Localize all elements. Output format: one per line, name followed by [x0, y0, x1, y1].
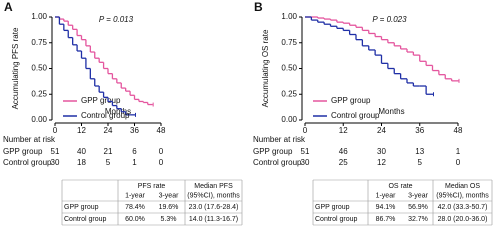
table-cell: 86.7%	[376, 216, 396, 223]
table-row-label: GPP group	[315, 204, 350, 211]
annotation: P = 0.023	[372, 15, 407, 24]
table-row-label: GPP group	[64, 204, 99, 211]
table-group-header: OS rate	[388, 183, 412, 190]
x-tick-label: 12	[77, 126, 86, 135]
table-group-header: Median PFS	[194, 183, 233, 190]
annotation: P = 0.013	[99, 15, 134, 24]
legend-label: Control group	[81, 111, 130, 120]
risk-row-label: Control group	[3, 158, 52, 167]
legend-label: GPP group	[81, 96, 121, 105]
table-cell: 14.0 (11.3-16.7)	[189, 216, 238, 223]
table-subheader: (95%CI), months	[187, 192, 240, 199]
table-subheader: 1-year	[376, 192, 397, 199]
x-tick-label: 0	[303, 126, 308, 135]
risk-count: 6	[132, 147, 137, 156]
figure: A P = 0.013 0.00 0.25 0.50 0.75 1.00 0 12 24 36 48 M…	[3, 0, 493, 226]
y-axis-label: Accumulating PFS rate	[11, 27, 20, 109]
y-tick-label: 0.25	[281, 89, 297, 98]
table-cell: 94.1%	[376, 204, 396, 211]
x-tick-label: 12	[339, 126, 348, 135]
risk-count: 0	[159, 158, 164, 167]
table-row-label: Control group	[315, 216, 358, 223]
risk-count: 30	[377, 147, 386, 156]
risk-count: 0	[456, 158, 461, 167]
y-tick-label: 0.75	[31, 38, 47, 47]
risk-count: 12	[377, 158, 386, 167]
y-tick-label: 0.00	[281, 115, 297, 124]
risk-count: 1	[456, 147, 461, 156]
table-cell: 42.0 (33.3-50.7)	[438, 204, 488, 211]
table-cell: 5.3%	[161, 216, 177, 223]
table-subheader: 1-year	[125, 192, 146, 199]
risk-count: 18	[77, 158, 86, 167]
y-tick-label: 1.00	[281, 12, 297, 21]
table-subheader: 3-year	[159, 192, 180, 199]
panel-label: A	[4, 0, 13, 14]
table-cell: 32.7%	[408, 216, 428, 223]
x-tick-label: 48	[157, 126, 166, 135]
y-tick-label: 0.25	[31, 89, 47, 98]
risk-count: 0	[159, 147, 164, 156]
y-tick-label: 1.00	[31, 12, 47, 21]
x-tick-label: 24	[377, 126, 386, 135]
y-tick-label: 0.50	[31, 64, 47, 73]
risk-row-label: Control group	[253, 158, 302, 167]
y-tick-label: 0.75	[281, 38, 297, 47]
table-cell: 56.9%	[408, 204, 428, 211]
risk-count: 51	[51, 147, 60, 156]
risk-count: 13	[415, 147, 424, 156]
risk-count: 46	[339, 147, 348, 156]
x-tick-label: 48	[454, 126, 463, 135]
table-row-label: Control group	[64, 216, 107, 223]
risk-count: 5	[418, 158, 423, 167]
risk-title: Number at risk	[3, 135, 56, 144]
table-subheader: 3-year	[408, 192, 429, 199]
table-group-header: Median OS	[445, 183, 480, 190]
risk-count: 30	[301, 158, 310, 167]
table-group-header: PFS rate	[138, 183, 166, 190]
risk-count: 1	[132, 158, 137, 167]
y-tick-label: 0.50	[281, 64, 297, 73]
risk-count: 25	[339, 158, 348, 167]
x-tick-label: 0	[53, 126, 58, 135]
legend-label: Control group	[331, 111, 380, 120]
x-axis-label: Months	[105, 107, 131, 116]
risk-row-label: GPP group	[3, 147, 43, 156]
x-tick-label: 36	[415, 126, 424, 135]
risk-count: 5	[106, 158, 111, 167]
risk-count: 51	[301, 147, 310, 156]
risk-title: Number at risk	[253, 135, 306, 144]
x-axis-label: Months	[378, 107, 404, 116]
panel-label: B	[254, 0, 263, 14]
table-cell: 28.0 (20.0-36.0)	[438, 216, 488, 223]
x-tick-label: 36	[130, 126, 139, 135]
table-cell: 23.0 (17.6-28.4)	[189, 204, 239, 211]
risk-count: 40	[77, 147, 86, 156]
risk-count: 30	[51, 158, 60, 167]
table-cell: 19.6%	[159, 204, 179, 211]
risk-row-label: GPP group	[253, 147, 293, 156]
table-subheader: (95%CI), months	[436, 192, 489, 199]
risk-count: 21	[104, 147, 113, 156]
table-cell: 60.0%	[125, 216, 145, 223]
y-tick-label: 0.00	[31, 115, 47, 124]
table-cell: 78.4%	[125, 204, 145, 211]
x-tick-label: 24	[104, 126, 113, 135]
legend-label: GPP group	[331, 96, 371, 105]
y-axis-label: Accumulating OS rate	[261, 29, 270, 107]
